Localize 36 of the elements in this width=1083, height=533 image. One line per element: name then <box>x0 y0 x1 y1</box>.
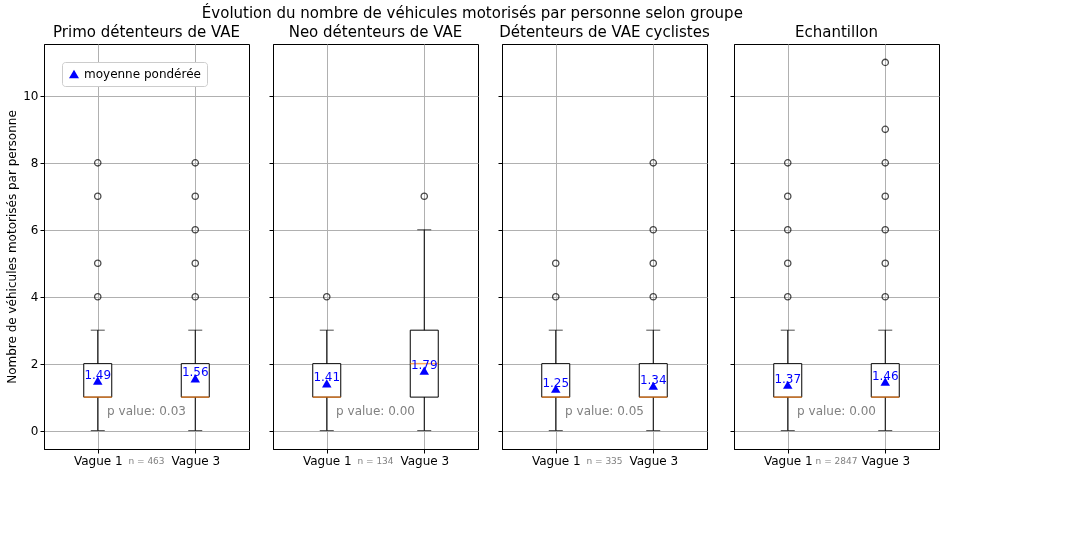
data-label: 1.41 <box>313 370 341 385</box>
x-tick-label: Vague 1 <box>763 453 813 468</box>
x-tick-label: Vague 3 <box>400 453 450 468</box>
x-tick-label: Vague 1 <box>73 453 123 468</box>
x-tick-label: Vague 1 <box>302 453 352 468</box>
y-tick-label: 0 <box>30 424 39 439</box>
data-label: 1.49 <box>84 367 112 382</box>
chart-title: Détenteurs de VAE cyclistes <box>499 23 710 41</box>
text: Évolution du nombre de véhicules motorisés par personne selon groupe <box>201 2 743 22</box>
data-label: 1.37 <box>774 371 802 386</box>
y-tick-label: 8 <box>30 156 39 171</box>
data-label: 1.25 <box>542 375 570 390</box>
text: n = 463 <box>128 456 165 466</box>
x-tick-label: Vague 3 <box>171 453 221 468</box>
text: n = 134 <box>357 456 394 466</box>
annotation: p value: 0.03 <box>107 404 186 418</box>
data-label: 1.34 <box>639 372 667 387</box>
chart-title: Primo détenteurs de VAE <box>53 23 240 41</box>
legend-label: moyenne pondérée <box>84 67 201 81</box>
annotation: p value: 0.00 <box>797 404 876 418</box>
x-tick-label: Vague 3 <box>629 453 679 468</box>
x-tick-label: Vague 1 <box>531 453 581 468</box>
data-label: 1.56 <box>181 365 209 380</box>
x-tick-label: Vague 3 <box>861 453 911 468</box>
y-tick-label: 2 <box>30 357 39 372</box>
y-axis-title: Nombre de véhicules motorisés par personne <box>5 110 20 384</box>
y-tick-label: 6 <box>30 223 39 238</box>
text: n = 335 <box>586 456 623 466</box>
data-label: 1.46 <box>871 368 899 383</box>
annotation: p value: 0.05 <box>565 404 644 418</box>
y-tick-label: 4 <box>30 290 39 305</box>
y-tick-label: 10 <box>23 89 39 104</box>
chart-title: Neo détenteurs de VAE <box>288 23 463 41</box>
chart-title: Echantillon <box>795 23 878 41</box>
text: n = 2847 <box>815 456 858 466</box>
annotation: p value: 0.00 <box>336 404 415 418</box>
